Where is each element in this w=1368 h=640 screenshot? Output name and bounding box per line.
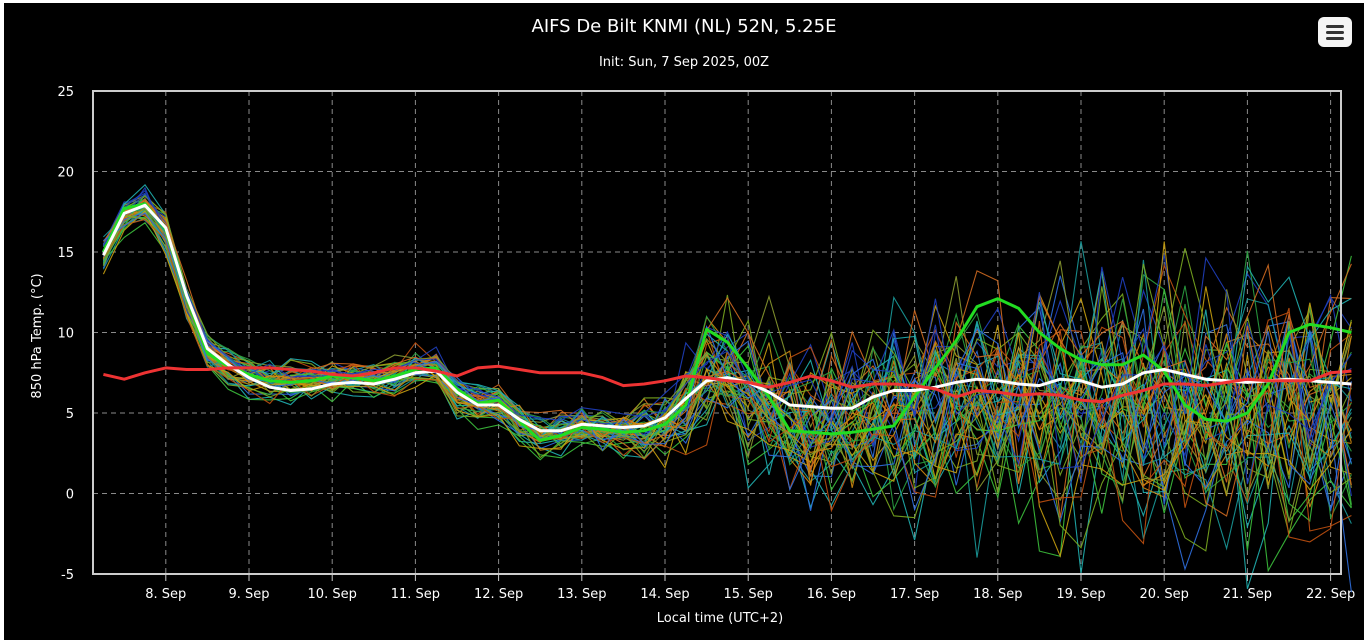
ensemble-member-line bbox=[102, 210, 1352, 558]
x-tick-label: 9. Sep bbox=[228, 587, 269, 602]
ensemble-member-line bbox=[102, 215, 1352, 523]
x-tick-label: 13. Sep bbox=[557, 587, 606, 602]
ensemble-member-line bbox=[102, 208, 1352, 589]
x-axis-ticks: 8. Sep 9. Sep 10. Sep 11. Sep 12. Sep 13. Sep… bbox=[145, 574, 1355, 602]
x-tick-label: 11. Sep bbox=[391, 587, 440, 602]
ensemble-member-line bbox=[102, 205, 1352, 486]
x-tick-label: 18. Sep bbox=[973, 587, 1022, 602]
ensemble-member-line bbox=[102, 195, 1352, 469]
chart-frame: AIFS De Bilt KNMI (NL) 52N, 5.25E Init: … bbox=[4, 3, 1364, 640]
x-tick-label: 20. Sep bbox=[1140, 587, 1189, 602]
y-tick-label: 15 bbox=[57, 246, 74, 261]
x-tick-label: 21. Sep bbox=[1223, 587, 1272, 602]
hamburger-menu-icon[interactable] bbox=[1318, 17, 1352, 47]
ensemble-member-line bbox=[102, 204, 1352, 497]
x-tick-label: 16. Sep bbox=[807, 587, 856, 602]
y-axis-ticks: -5 0 5 10 15 20 25 bbox=[57, 85, 74, 583]
x-tick-label: 12. Sep bbox=[474, 587, 523, 602]
x-tick-label: 19. Sep bbox=[1056, 587, 1105, 602]
x-tick-label: 17. Sep bbox=[890, 587, 939, 602]
y-tick-label: 0 bbox=[66, 488, 74, 503]
x-tick-label: 22. Sep bbox=[1306, 587, 1355, 602]
plot-border bbox=[92, 90, 1342, 575]
y-tick-label: 20 bbox=[57, 166, 74, 181]
x-tick-label: 10. Sep bbox=[308, 587, 357, 602]
y-axis-title: 850 hPa Temp. (°C) bbox=[30, 273, 45, 398]
x-axis-title: Local time (UTC+2) bbox=[657, 611, 783, 626]
chart-title: AIFS De Bilt KNMI (NL) 52N, 5.25E bbox=[532, 16, 837, 37]
chart-subtitle: Init: Sun, 7 Sep 2025, 00Z bbox=[599, 55, 769, 70]
series-line-control-run bbox=[102, 202, 1352, 442]
series-line-ensemble-mean bbox=[102, 203, 1352, 433]
ensemble-member-line bbox=[102, 198, 1352, 486]
ensemble-member-line bbox=[102, 207, 1352, 524]
chart: AIFS De Bilt KNMI (NL) 52N, 5.25E Init: … bbox=[4, 3, 1364, 640]
highlight-series bbox=[102, 202, 1352, 442]
ensemble-member-line bbox=[102, 189, 1352, 485]
y-tick-label: 10 bbox=[57, 327, 74, 342]
x-tick-label: 14. Sep bbox=[640, 587, 689, 602]
y-tick-label: 25 bbox=[57, 85, 74, 100]
y-tick-label: -5 bbox=[61, 568, 74, 583]
series-line-climatology bbox=[103, 364, 1352, 404]
x-tick-label: 15. Sep bbox=[724, 587, 773, 602]
x-tick-label: 8. Sep bbox=[145, 587, 186, 602]
y-tick-label: 5 bbox=[66, 407, 74, 422]
ensemble-member-line bbox=[102, 215, 1352, 498]
ensemble-member-line bbox=[102, 199, 1352, 486]
